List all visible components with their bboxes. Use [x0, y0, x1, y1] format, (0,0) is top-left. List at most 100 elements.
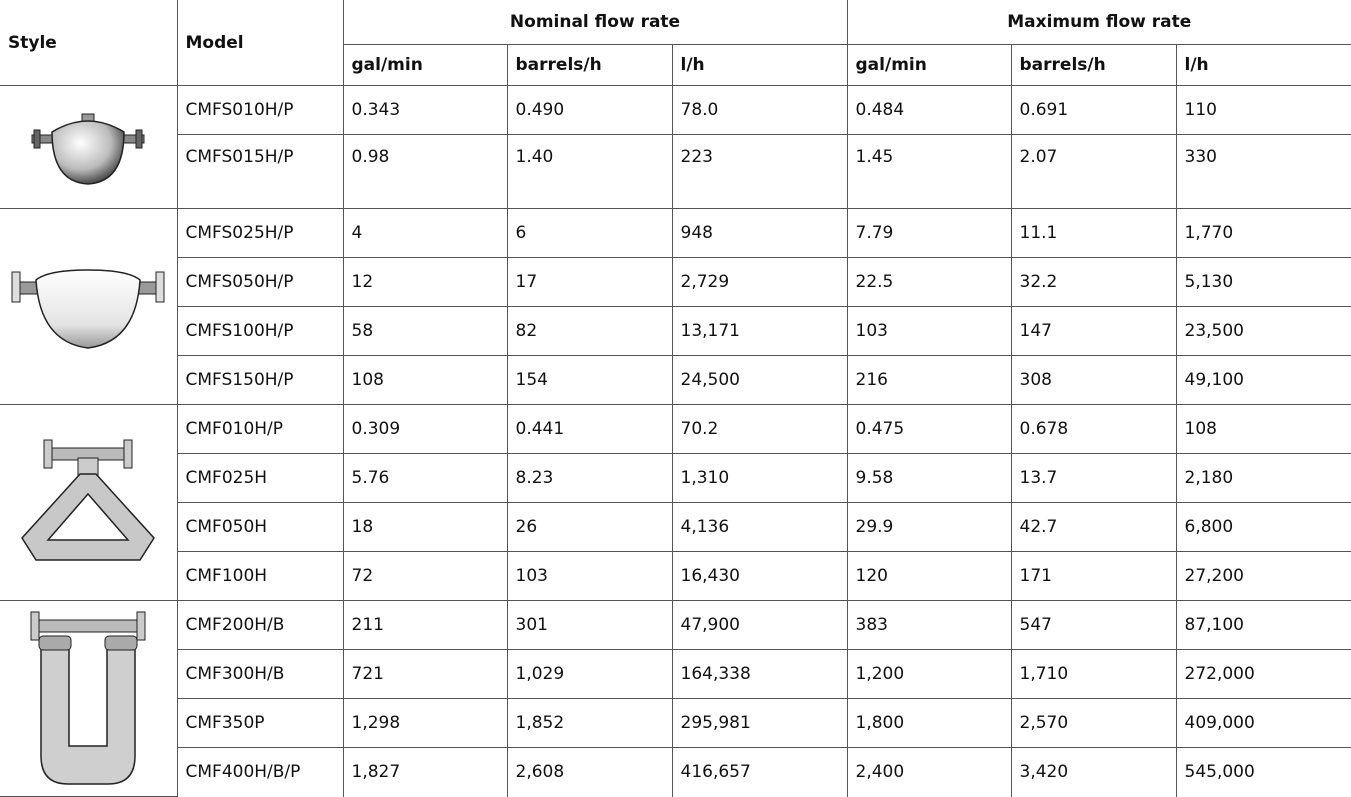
- style-cell: [0, 86, 177, 209]
- value-cell: 272,000: [1176, 650, 1351, 699]
- value-cell: 1,298: [343, 699, 507, 748]
- value-cell: 211: [343, 601, 507, 650]
- value-cell: 8.23: [507, 454, 672, 503]
- model-cell: CMF400H/B/P: [177, 748, 343, 797]
- model-cell: CMF200H/B: [177, 601, 343, 650]
- value-cell: 223: [672, 135, 847, 209]
- model-cell: CMF350P: [177, 699, 343, 748]
- value-cell: 3,420: [1011, 748, 1176, 797]
- value-cell: 13,171: [672, 307, 847, 356]
- value-cell: 11.1: [1011, 209, 1176, 258]
- value-cell: 27,200: [1176, 552, 1351, 601]
- value-cell: 72: [343, 552, 507, 601]
- value-cell: 330: [1176, 135, 1351, 209]
- model-cell: CMF025H: [177, 454, 343, 503]
- value-cell: 0.475: [847, 405, 1011, 454]
- meter-icon: [8, 252, 168, 362]
- value-cell: 29.9: [847, 503, 1011, 552]
- value-cell: 24,500: [672, 356, 847, 405]
- model-cell: CMFS050H/P: [177, 258, 343, 307]
- value-cell: 18: [343, 503, 507, 552]
- value-cell: 295,981: [672, 699, 847, 748]
- value-cell: 103: [507, 552, 672, 601]
- value-cell: 0.691: [1011, 86, 1176, 135]
- header-model: Model: [177, 0, 343, 86]
- value-cell: 26: [507, 503, 672, 552]
- value-cell: 301: [507, 601, 672, 650]
- header-group: Maximum flow rate: [847, 0, 1351, 45]
- value-cell: 70.2: [672, 405, 847, 454]
- header-unit: l/h: [672, 45, 847, 86]
- value-cell: 6: [507, 209, 672, 258]
- value-cell: 4,136: [672, 503, 847, 552]
- model-cell: CMF300H/B: [177, 650, 343, 699]
- value-cell: 2,400: [847, 748, 1011, 797]
- value-cell: 1,827: [343, 748, 507, 797]
- value-cell: 32.2: [1011, 258, 1176, 307]
- value-cell: 547: [1011, 601, 1176, 650]
- value-cell: 108: [343, 356, 507, 405]
- value-cell: 147: [1011, 307, 1176, 356]
- header-unit: gal/min: [343, 45, 507, 86]
- value-cell: 5.76: [343, 454, 507, 503]
- value-cell: 58: [343, 307, 507, 356]
- header-unit: l/h: [1176, 45, 1351, 86]
- value-cell: 2,608: [507, 748, 672, 797]
- value-cell: 1.45: [847, 135, 1011, 209]
- meter-icon: [23, 606, 153, 791]
- value-cell: 0.441: [507, 405, 672, 454]
- value-cell: 1,852: [507, 699, 672, 748]
- value-cell: 0.490: [507, 86, 672, 135]
- value-cell: 0.343: [343, 86, 507, 135]
- value-cell: 1.40: [507, 135, 672, 209]
- model-cell: CMFS015H/P: [177, 135, 343, 209]
- value-cell: 409,000: [1176, 699, 1351, 748]
- value-cell: 7.79: [847, 209, 1011, 258]
- value-cell: 22.5: [847, 258, 1011, 307]
- value-cell: 154: [507, 356, 672, 405]
- value-cell: 1,310: [672, 454, 847, 503]
- model-cell: CMFS100H/P: [177, 307, 343, 356]
- value-cell: 416,657: [672, 748, 847, 797]
- model-cell: CMF010H/P: [177, 405, 343, 454]
- model-cell: CMF050H: [177, 503, 343, 552]
- value-cell: 108: [1176, 405, 1351, 454]
- value-cell: 110: [1176, 86, 1351, 135]
- value-cell: 1,710: [1011, 650, 1176, 699]
- value-cell: 16,430: [672, 552, 847, 601]
- value-cell: 0.678: [1011, 405, 1176, 454]
- value-cell: 2,570: [1011, 699, 1176, 748]
- value-cell: 42.7: [1011, 503, 1176, 552]
- style-cell: [0, 405, 177, 601]
- value-cell: 721: [343, 650, 507, 699]
- value-cell: 5,130: [1176, 258, 1351, 307]
- value-cell: 4: [343, 209, 507, 258]
- header-group: Nominal flow rate: [343, 0, 847, 45]
- value-cell: 9.58: [847, 454, 1011, 503]
- value-cell: 1,800: [847, 699, 1011, 748]
- header-unit: barrels/h: [1011, 45, 1176, 86]
- flow-rate-table: Style Model Nominal flow rate Maximum fl…: [0, 0, 1351, 797]
- value-cell: 17: [507, 258, 672, 307]
- model-cell: CMFS025H/P: [177, 209, 343, 258]
- value-cell: 12: [343, 258, 507, 307]
- style-cell: [0, 209, 177, 405]
- value-cell: 171: [1011, 552, 1176, 601]
- value-cell: 87,100: [1176, 601, 1351, 650]
- header-style: Style: [0, 0, 177, 86]
- value-cell: 47,900: [672, 601, 847, 650]
- value-cell: 383: [847, 601, 1011, 650]
- value-cell: 6,800: [1176, 503, 1351, 552]
